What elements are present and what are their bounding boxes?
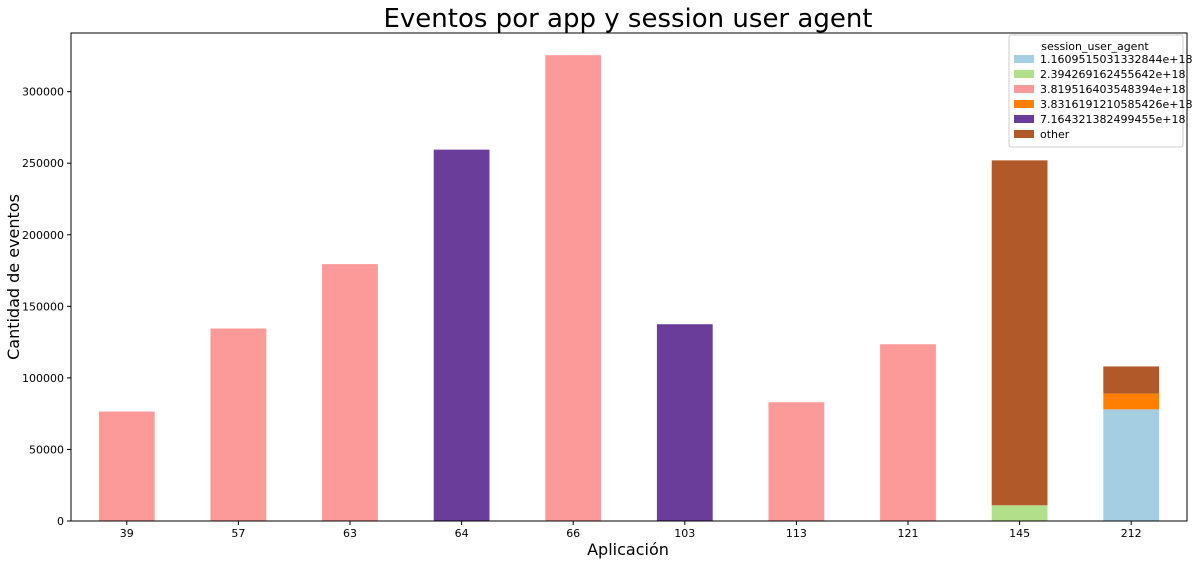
y-tick-label-0: 0 xyxy=(57,515,64,528)
plot-area: 39 57 63 64 66 103 113 121 145 212 0 50000 100000 150… xyxy=(22,32,1188,540)
y-axis-label: Cantidad de eventos xyxy=(4,194,23,360)
x-axis-label: Aplicación xyxy=(587,540,669,559)
bar-121-series-2 xyxy=(880,344,936,521)
x-tick-label-57: 57 xyxy=(231,527,245,540)
x-tick-label-212: 212 xyxy=(1121,527,1142,540)
legend-swatch-2 xyxy=(1014,85,1034,93)
legend-label-3: 3.8316191210585426e+18 xyxy=(1040,98,1192,111)
legend-title: session_user_agent xyxy=(1041,40,1149,53)
y-tick-label-50000: 50000 xyxy=(29,443,64,456)
legend-label-5: other xyxy=(1040,128,1070,141)
legend-swatch-4 xyxy=(1014,115,1034,123)
x-tick-label-66: 66 xyxy=(566,527,580,540)
bar-103-series-4 xyxy=(656,324,713,521)
x-tick-label-113: 113 xyxy=(786,527,807,540)
bar-145-series-1 xyxy=(991,505,1048,521)
legend-label-1: 2.394269162455642e+18 xyxy=(1040,68,1185,81)
legend-label-2: 3.819516403548394e+18 xyxy=(1040,83,1185,96)
x-tick-label-145: 145 xyxy=(1009,527,1030,540)
bar-39-series-2 xyxy=(98,411,155,521)
bar-113-series-2 xyxy=(768,402,825,521)
y-tick-label-300000: 300000 xyxy=(22,86,64,99)
bar-63-series-2 xyxy=(322,264,378,521)
bar-212-series-0 xyxy=(1103,409,1160,521)
y-tick-label-250000: 250000 xyxy=(22,157,64,170)
chart-title: Eventos por app y session user agent xyxy=(383,4,872,34)
y-tick-label-150000: 150000 xyxy=(22,300,64,313)
bar-145-series-5 xyxy=(991,160,1048,506)
x-tick-label-39: 39 xyxy=(120,527,134,540)
bar-212-series-5 xyxy=(1103,366,1160,394)
bar-66-series-2 xyxy=(545,55,602,522)
axes-frame xyxy=(70,32,1188,522)
legend-swatch-0 xyxy=(1014,55,1034,63)
bar-212-series-3 xyxy=(1103,393,1160,410)
bar-57-series-2 xyxy=(210,328,267,521)
y-tick-label-100000: 100000 xyxy=(22,372,64,385)
legend-label-0: 1.1609515031332844e+18 xyxy=(1040,53,1192,66)
legend-frame xyxy=(1008,34,1184,148)
x-tick-label-121: 121 xyxy=(898,527,919,540)
y-tick-label-200000: 200000 xyxy=(22,229,64,242)
x-tick-label-64: 64 xyxy=(455,527,469,540)
legend: session_user_agent 1.1609515031332844e+1… xyxy=(1008,34,1192,148)
x-tick-label-103: 103 xyxy=(674,527,695,540)
x-tick-label-63: 63 xyxy=(343,527,357,540)
legend-swatch-3 xyxy=(1014,100,1034,108)
legend-swatch-1 xyxy=(1014,70,1034,78)
bar-64-series-4 xyxy=(433,149,490,521)
legend-label-4: 7.164321382499455e+18 xyxy=(1040,113,1185,126)
legend-swatch-5 xyxy=(1014,130,1034,138)
